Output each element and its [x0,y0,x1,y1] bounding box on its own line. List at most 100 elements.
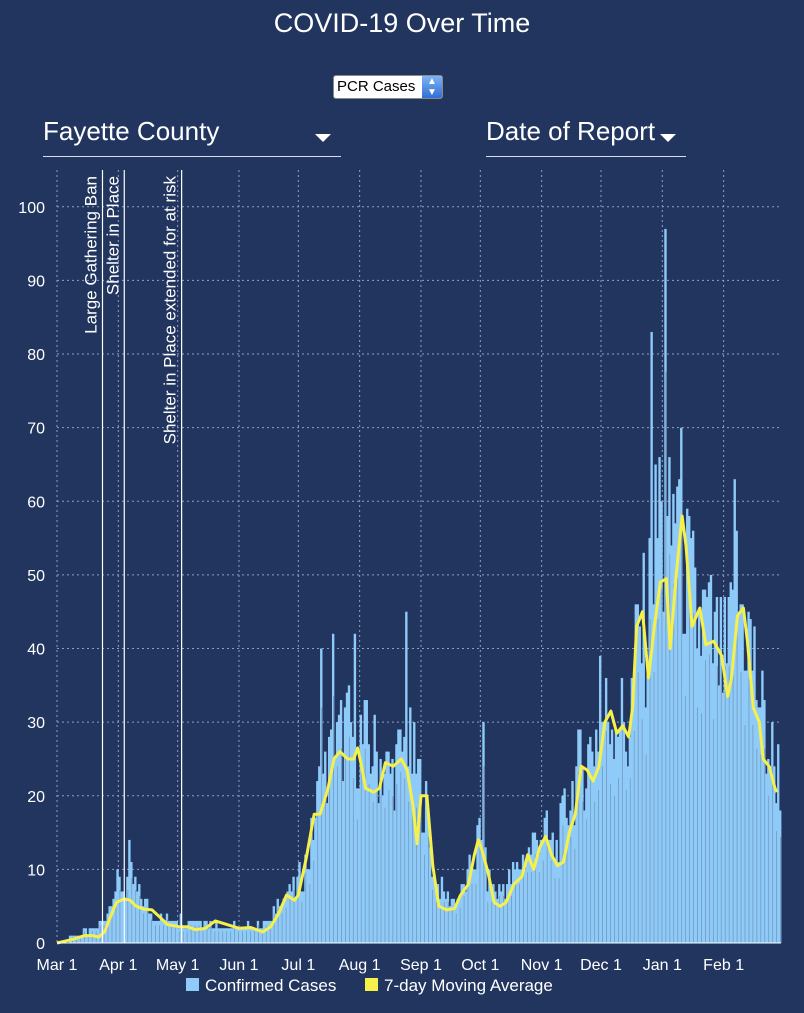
bar-shadow [166,919,168,943]
confirmed-cases-bar [745,670,748,943]
x-tick-label: Mar 1 [37,957,78,974]
confirmed-cases-bar [674,523,677,943]
bar-shadow [293,889,295,943]
confirmed-cases-bar [701,589,705,943]
bar-shadow [428,836,430,943]
policy-annotations: Large Gathering Ban Shelter in Place Shelt… [81,170,183,943]
confirmed-cases-bar [159,913,163,943]
y-tick-label: 90 [27,273,45,290]
bar-shadow [550,860,552,943]
bar-shadow [182,931,184,943]
bar-shadow [538,872,540,943]
confirmed-cases-bar [361,744,365,943]
bar-shadow [400,772,402,943]
confirmed-cases-bar [120,891,123,943]
y-tick-label: 0 [36,936,45,953]
bar-shadow [384,807,386,943]
bar-shadow [610,783,612,943]
x-tick-label: Oct 1 [461,957,499,974]
confirmed-cases-bar [765,773,768,943]
confirmed-cases-bar [409,707,412,943]
bar-shadow [170,925,172,943]
bar-shadow [321,707,323,943]
date-type-dropdown[interactable]: Date of Report [486,116,686,157]
bar-shadow [91,931,93,943]
bar-shadow [107,919,109,943]
confirmed-cases-bar [709,574,713,943]
bar-shadow [301,901,303,943]
confirmed-cases-bar [144,898,147,943]
y-tick-label: 100 [18,200,45,217]
confirmed-cases-bar [286,891,289,943]
confirmed-cases-bar [527,847,531,943]
confirmed-cases-swatch [186,978,199,991]
bar-shadow [527,872,529,943]
annotation-label: Shelter in Place [103,176,122,295]
bar-shadow [744,725,746,943]
bar-shadow [376,789,378,943]
bar-shadow [764,748,766,943]
confirmed-cases-bar [587,744,590,943]
bar-shadow [115,901,117,943]
confirmed-cases-bar [349,722,353,943]
confirmed-cases-bar [733,479,736,943]
bar-shadow [515,884,517,943]
bar-shadow [629,778,631,943]
confirmed-cases-bar [551,832,554,943]
confirmed-cases-bar [436,884,440,943]
confirmed-cases-bar [413,722,416,943]
confirmed-cases-bar [595,729,598,943]
confirmed-cases-bar [369,773,372,943]
confirmed-cases-bar [310,817,313,943]
moving-average-swatch [365,978,378,991]
bar-shadow [222,931,224,943]
confirmed-cases-bar [492,884,495,943]
county-dropdown[interactable]: Fayette County [43,116,341,157]
bar-shadow [202,931,204,943]
bar-shadow [776,831,778,943]
confirmed-cases-bar [571,781,574,943]
confirmed-cases-bar [452,898,456,943]
bar-shadow [242,931,244,943]
confirmed-cases-bar [318,766,321,943]
bar-shadow [586,819,588,943]
confirmed-cases-bar [329,729,333,943]
bar-shadow [436,901,438,943]
confirmed-cases-bar [468,854,471,943]
confirmed-cases-bar [658,457,661,943]
bar-shadow [305,872,307,943]
confirmed-cases-bar [290,891,293,943]
confirmed-cases-bar [721,692,725,943]
bar-shadow [645,754,647,943]
up-down-arrows-icon: ▲ ▼ [422,76,442,98]
confirmed-cases-bar [389,773,392,943]
bar-shadow [281,913,283,943]
confirmed-cases-bar [171,920,175,943]
bar-shadow [558,878,560,943]
x-tick-label: May 1 [156,957,200,974]
bar-shadow [574,848,576,943]
bar-shadow [661,589,663,943]
bar-shadow [756,748,758,943]
x-tick-label: Jun 1 [219,957,258,974]
bar-shadow [530,872,532,943]
caret-down-icon [315,134,331,142]
confirmed-cases-bar [128,839,131,943]
bar-shadow [657,619,659,943]
bar-shadow [625,789,627,943]
metric-select-value: PCR Cases [337,78,416,95]
confirmed-cases-bar [211,928,214,943]
confirmed-cases-bar [80,935,84,943]
confirmed-cases-bar [630,677,634,943]
bar-shadow [566,842,568,943]
confirmed-cases-bar [242,928,246,943]
confirmed-cases-bar [717,685,721,943]
confirmed-cases-bar [357,788,361,943]
confirmed-cases-bar [112,898,115,943]
bar-shadow [345,754,347,943]
bar-shadow [598,789,600,943]
bar-shadow [257,925,259,943]
bar-shadow [194,925,196,943]
bar-shadow [455,913,457,943]
metric-select[interactable]: PCR Cases ▲ ▼ [333,75,443,99]
